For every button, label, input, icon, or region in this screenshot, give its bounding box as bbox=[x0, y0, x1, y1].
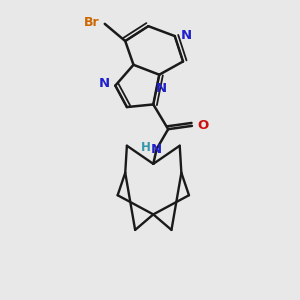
Text: N: N bbox=[155, 82, 167, 95]
Text: Br: Br bbox=[84, 16, 100, 29]
Text: H: H bbox=[141, 141, 151, 154]
Text: N: N bbox=[98, 77, 110, 91]
Text: O: O bbox=[197, 119, 208, 132]
Text: N: N bbox=[151, 142, 162, 155]
Text: N: N bbox=[181, 29, 192, 42]
